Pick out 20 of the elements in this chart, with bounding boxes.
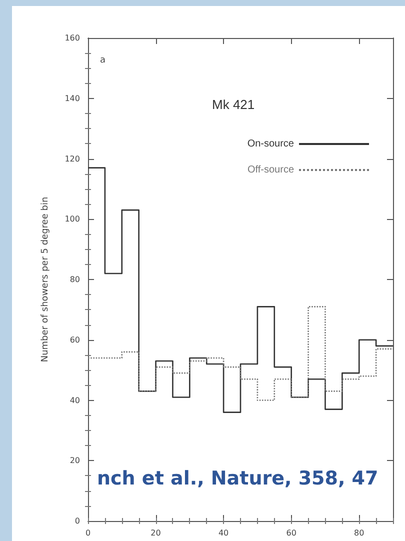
x-tick-label: 20 xyxy=(150,528,161,538)
annotation: a xyxy=(100,56,106,66)
x-tick-label: 40 xyxy=(218,528,229,538)
y-axis-title: Number of showers per 5 degree bin xyxy=(40,196,50,362)
y-tick-label: 140 xyxy=(64,94,80,103)
x-tick-label: 80 xyxy=(354,528,364,538)
y-tick-label: 40 xyxy=(70,396,80,405)
y-tick-label: 120 xyxy=(64,154,80,164)
annotation: nch et al., Nature, 358, 47 xyxy=(97,468,378,490)
y-tick-label: 80 xyxy=(70,275,80,284)
y-tick-label: 100 xyxy=(64,214,80,224)
y-tick-label: 160 xyxy=(64,34,80,42)
text: Off-source xyxy=(248,164,294,176)
x-tick-label: 0 xyxy=(85,528,91,538)
text: On-source xyxy=(247,138,294,150)
y-tick-label: 60 xyxy=(70,335,80,344)
annotation: Mk 421 xyxy=(212,97,255,112)
y-tick-label: 0 xyxy=(74,516,80,526)
y-tick-label: 20 xyxy=(70,456,80,466)
x-tick-label: 60 xyxy=(286,528,296,538)
